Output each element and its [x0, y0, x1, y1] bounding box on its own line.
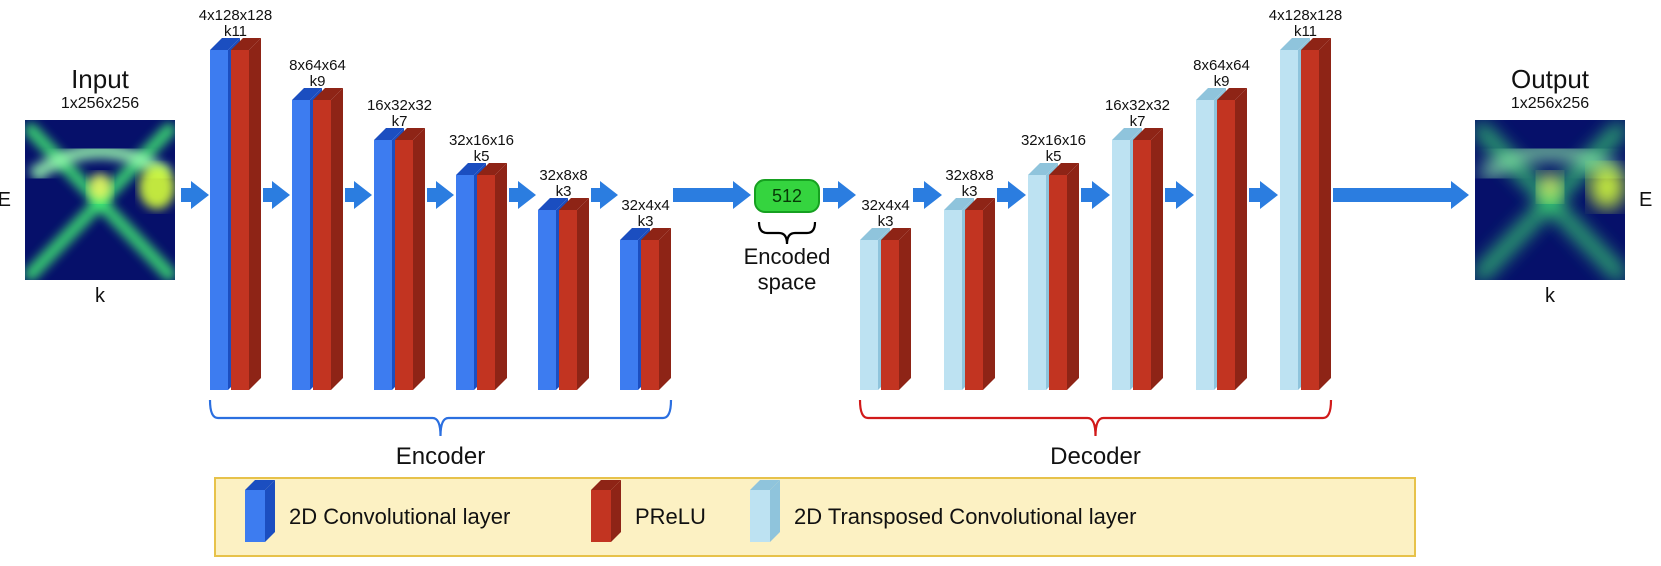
input-title: Input	[71, 64, 130, 94]
output-image	[1475, 120, 1625, 280]
layer-k: k3	[638, 213, 654, 230]
output-k: k	[1545, 285, 1556, 307]
layer-k: k3	[962, 183, 978, 200]
layer-k: k9	[310, 73, 326, 90]
input-k: k	[95, 285, 106, 307]
layer-dims: 8x64x64	[1193, 57, 1250, 74]
input-E: E	[0, 189, 11, 211]
prelu-bar	[1133, 128, 1163, 390]
layer-dims: 32x8x8	[539, 167, 587, 184]
input-dims: 1x256x256	[61, 95, 139, 112]
layer-k: k11	[224, 23, 247, 40]
output-title: Output	[1511, 64, 1590, 94]
encoder-label: Encoder	[396, 443, 485, 470]
prelu-bar	[641, 228, 671, 390]
layer-dims: 32x16x16	[449, 132, 514, 149]
legend-conv-icon	[245, 480, 275, 542]
layer-dims: 4x128x128	[199, 7, 272, 24]
layer-dims: 4x128x128	[1269, 7, 1342, 24]
prelu-bar	[231, 38, 261, 390]
layer-k: k5	[1046, 148, 1062, 165]
layer-dims: 8x64x64	[289, 57, 346, 74]
prelu-bar	[395, 128, 425, 390]
prelu-bar	[965, 198, 995, 390]
layer-k: k3	[878, 213, 894, 230]
output-E: E	[1639, 189, 1652, 211]
decoder-label: Decoder	[1050, 443, 1141, 470]
prelu-bar	[1049, 163, 1079, 390]
layer-dims: 32x16x16	[1021, 132, 1086, 149]
prelu-bar	[881, 228, 911, 390]
input-image	[25, 120, 175, 280]
legend-conv-label: 2D Convolutional layer	[289, 504, 510, 529]
prelu-bar	[1301, 38, 1331, 390]
layer-dims: 32x8x8	[945, 167, 993, 184]
legend-tconv-label: 2D Transposed Convolutional layer	[794, 504, 1136, 529]
layer-k: k5	[474, 148, 490, 165]
output-dims: 1x256x256	[1511, 95, 1589, 112]
layer-dims: 16x32x32	[367, 97, 432, 114]
layer-k: k7	[1130, 113, 1146, 130]
prelu-bar	[313, 88, 343, 390]
prelu-bar	[559, 198, 589, 390]
layer-dims: 32x4x4	[861, 197, 909, 214]
layer-k: k11	[1294, 23, 1317, 40]
legend-tconv-icon	[750, 480, 780, 542]
latent-label: 512	[772, 186, 802, 206]
legend-prelu-label: PReLU	[635, 504, 706, 529]
layer-k: k7	[392, 113, 408, 130]
prelu-bar	[477, 163, 507, 390]
layer-dims: 16x32x32	[1105, 97, 1170, 114]
layer-dims: 32x4x4	[621, 197, 669, 214]
layer-k: k9	[1214, 73, 1230, 90]
prelu-bar	[1217, 88, 1247, 390]
legend-prelu-icon	[591, 480, 621, 542]
layer-k: k3	[556, 183, 572, 200]
